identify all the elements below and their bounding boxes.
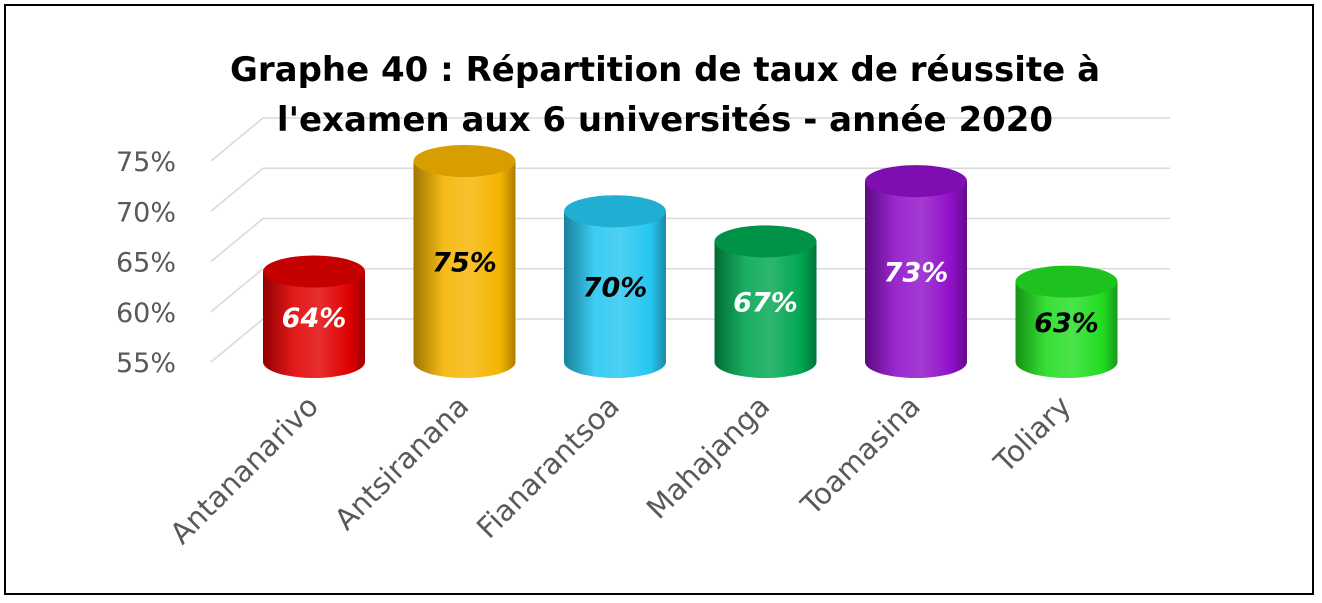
bar-antananarivo: 64% [263, 255, 365, 378]
bar-top [1015, 265, 1118, 298]
data-label: 73% [884, 258, 949, 289]
bar-top [564, 195, 666, 228]
bars: 64% 75% 70% 67% 73% 63% [263, 145, 1118, 378]
bar-fianarantsoa: 70% [564, 195, 666, 378]
x-tick-label: Toliary [987, 389, 1078, 480]
bar-body [865, 181, 967, 378]
bar-toamasina: 73% [865, 165, 967, 378]
x-tick-label: Antsiranana [328, 389, 476, 537]
bar-top [263, 255, 365, 288]
gridline [210, 167, 1170, 212]
bar-top [714, 225, 817, 258]
bar-antsiranana: 75% [413, 145, 516, 378]
data-label: 63% [1034, 308, 1099, 339]
data-label: 64% [282, 303, 347, 334]
x-tick-label: Antananarivo [163, 389, 325, 551]
x-tick-label: Mahajanga [640, 389, 777, 526]
y-tick-label: 70% [116, 197, 176, 228]
bar-toliary: 63% [1015, 265, 1118, 378]
bar-body [714, 241, 817, 378]
gridline [210, 217, 1170, 263]
x-tick-label: Toamasina [794, 389, 927, 522]
bar-top [865, 165, 967, 198]
x-tick-label: Fianarantsoa [470, 389, 626, 545]
chart-title: Graphe 40 : Répartition de taux de réuss… [230, 50, 1100, 140]
bar-top [413, 145, 516, 177]
chart-title-line-2: l'examen aux 6 universités - année 2020 [277, 100, 1053, 140]
y-tick-label: 75% [116, 147, 176, 178]
chart-title-line-1: Graphe 40 : Répartition de taux de réuss… [230, 50, 1100, 90]
y-tick-label: 60% [116, 298, 176, 329]
bar-body [1015, 281, 1118, 378]
data-label: 67% [733, 288, 798, 319]
bar-body [564, 211, 666, 378]
data-label: 75% [432, 248, 497, 279]
y-tick-label: 65% [116, 248, 176, 279]
bar-body [263, 271, 365, 378]
gridline [210, 117, 1170, 162]
chart-frame: 55% 60% 65% 70% 75% 64% 75% 70% 67% 73% 63% Antan… [4, 4, 1314, 595]
data-label: 70% [583, 273, 648, 304]
bar-mahajanga: 67% [714, 225, 817, 378]
y-axis-ticks: 55% 60% 65% 70% 75% [116, 147, 176, 379]
bar-chart: 55% 60% 65% 70% 75% 64% 75% 70% 67% 73% 63% Antan… [116, 50, 1170, 551]
bar-body [413, 161, 516, 378]
y-tick-label: 55% [116, 348, 176, 379]
